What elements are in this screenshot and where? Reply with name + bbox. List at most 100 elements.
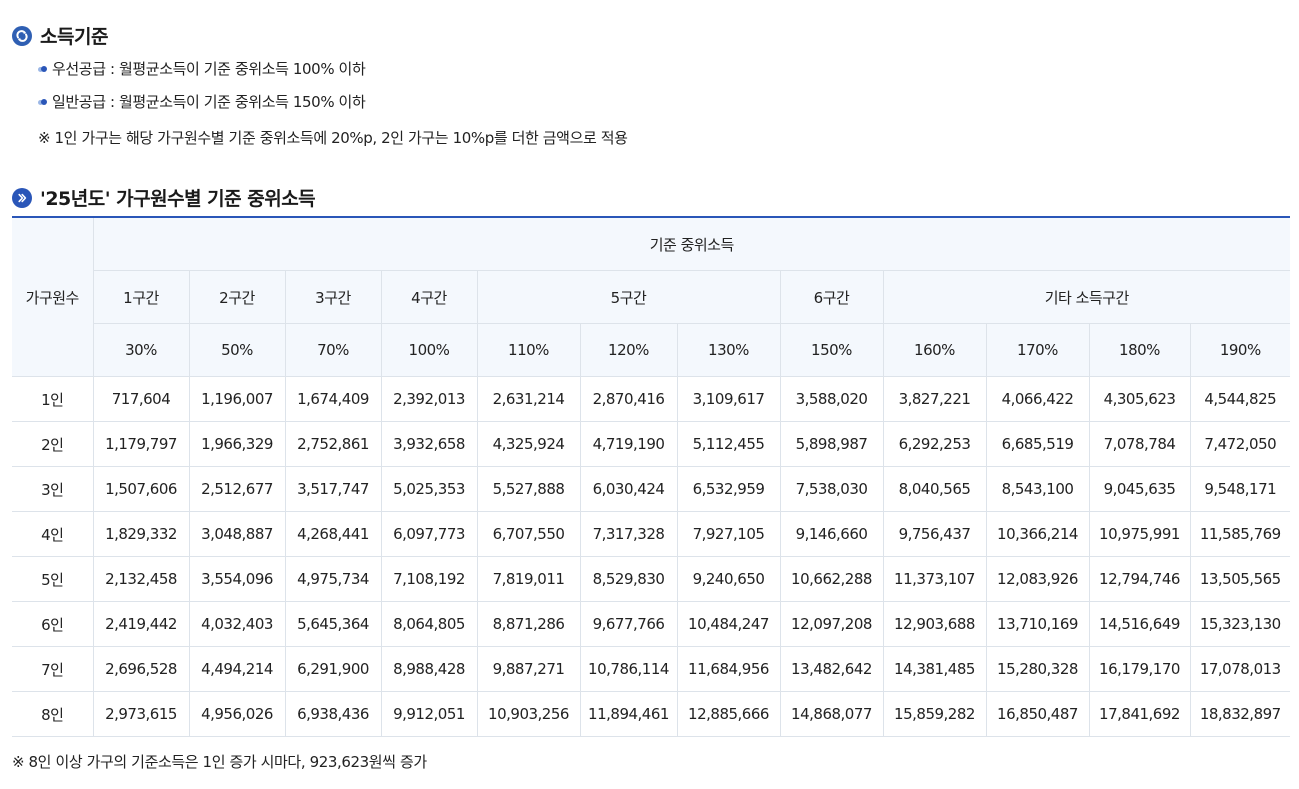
income-value-cell: 7,108,192 <box>380 556 478 602</box>
band-header: 2구간 <box>188 270 286 324</box>
income-value-cell: 3,588,020 <box>779 376 884 422</box>
general-supply-item: 일반공급 : 월평균소득이 기준 중위소득 150% 이하 <box>38 91 366 112</box>
income-value-cell: 4,975,734 <box>284 556 382 602</box>
income-criteria-title: 소득기준 <box>40 26 108 48</box>
household-size-cell: 5인 <box>12 556 94 602</box>
household-size-header: 가구원수 <box>12 217 94 377</box>
income-value-cell: 16,179,170 <box>1088 646 1191 692</box>
priority-supply-item: 우선공급 : 월평균소득이 기준 중위소득 100% 이하 <box>38 58 366 79</box>
income-value-cell: 12,097,208 <box>779 601 884 647</box>
income-value-cell: 6,097,773 <box>380 511 478 557</box>
income-value-cell: 8,040,565 <box>882 466 987 512</box>
income-value-cell: 14,516,649 <box>1088 601 1191 647</box>
income-value-cell: 3,554,096 <box>188 556 286 602</box>
income-value-cell: 717,604 <box>92 376 190 422</box>
income-value-cell: 10,662,288 <box>779 556 884 602</box>
refresh-circle-icon <box>12 25 32 46</box>
income-value-cell: 6,532,959 <box>676 466 781 512</box>
income-value-cell: 4,719,190 <box>579 421 678 467</box>
income-value-cell: 9,045,635 <box>1088 466 1191 512</box>
bullet-dot-icon <box>38 98 47 105</box>
income-value-cell: 1,966,329 <box>188 421 286 467</box>
income-value-cell: 12,794,746 <box>1088 556 1191 602</box>
income-value-cell: 12,885,666 <box>676 691 781 737</box>
general-supply-text: 일반공급 : 월평균소득이 기준 중위소득 150% 이하 <box>52 93 366 111</box>
percent-header: 100% <box>380 323 478 377</box>
band-header: 5구간 <box>476 270 781 324</box>
income-value-cell: 7,819,011 <box>476 556 581 602</box>
band-header: 1구간 <box>93 270 190 324</box>
income-value-cell: 2,752,861 <box>284 421 382 467</box>
income-value-cell: 5,527,888 <box>476 466 581 512</box>
income-value-cell: 2,512,677 <box>188 466 286 512</box>
income-value-cell: 14,868,077 <box>779 691 884 737</box>
income-value-cell: 10,975,991 <box>1088 511 1191 557</box>
income-value-cell: 8,543,100 <box>985 466 1090 512</box>
income-value-cell: 2,696,528 <box>92 646 190 692</box>
income-value-cell: 4,066,422 <box>985 376 1090 422</box>
median-income-group-header: 기준 중위소득 <box>92 217 1291 271</box>
household-adjustment-note: ※ 1인 가구는 해당 가구원수별 기준 중위소득에 20%p, 2인 가구는 … <box>38 129 628 147</box>
income-value-cell: 15,280,328 <box>985 646 1090 692</box>
income-value-cell: 11,684,956 <box>676 646 781 692</box>
income-value-cell: 1,179,797 <box>92 421 190 467</box>
income-value-cell: 4,325,924 <box>476 421 581 467</box>
band-header: 기타 소득구간 <box>882 270 1291 324</box>
income-value-cell: 17,078,013 <box>1189 646 1291 692</box>
percent-header: 170% <box>985 323 1090 377</box>
band-header: 4구간 <box>380 270 478 324</box>
income-value-cell: 6,292,253 <box>882 421 987 467</box>
income-value-cell: 7,538,030 <box>779 466 884 512</box>
income-value-cell: 4,032,403 <box>188 601 286 647</box>
income-value-cell: 9,756,437 <box>882 511 987 557</box>
median-income-heading: '25년도' 가구원수별 기준 중위소득 <box>12 184 316 211</box>
income-value-cell: 2,419,442 <box>92 601 190 647</box>
income-value-cell: 8,064,805 <box>380 601 478 647</box>
household-size-cell: 2인 <box>12 421 94 467</box>
table-row: 2인 1,179,797 1,966,329 2,752,861 3,932,658 4,… <box>12 421 1291 467</box>
percent-header: 30% <box>93 323 190 377</box>
income-value-cell: 6,938,436 <box>284 691 382 737</box>
table-header-row-percents: 30% 50% 70% 100% 110% 120% 130% 150% 160% 170% 180… <box>12 323 1291 377</box>
income-value-cell: 9,912,051 <box>380 691 478 737</box>
priority-supply-text: 우선공급 : 월평균소득이 기준 중위소득 100% 이하 <box>52 60 366 78</box>
income-value-cell: 6,291,900 <box>284 646 382 692</box>
income-value-cell: 1,196,007 <box>188 376 286 422</box>
income-value-cell: 9,677,766 <box>579 601 678 647</box>
income-value-cell: 4,268,441 <box>284 511 382 557</box>
percent-header: 120% <box>579 323 678 377</box>
income-value-cell: 4,305,623 <box>1088 376 1191 422</box>
income-value-cell: 12,083,926 <box>985 556 1090 602</box>
percent-header: 160% <box>882 323 987 377</box>
band-header: 3구간 <box>284 270 382 324</box>
income-value-cell: 9,548,171 <box>1189 466 1291 512</box>
percent-header: 130% <box>676 323 781 377</box>
income-value-cell: 8,529,830 <box>579 556 678 602</box>
income-value-cell: 4,956,026 <box>188 691 286 737</box>
household-size-cell: 1인 <box>12 376 94 422</box>
percent-header: 110% <box>476 323 581 377</box>
income-value-cell: 5,025,353 <box>380 466 478 512</box>
income-value-cell: 11,894,461 <box>579 691 678 737</box>
table-row: 6인 2,419,442 4,032,403 5,645,364 8,064,805 8,… <box>12 601 1291 647</box>
household-size-cell: 8인 <box>12 691 94 737</box>
income-value-cell: 6,030,424 <box>579 466 678 512</box>
percent-header: 50% <box>188 323 286 377</box>
table-body: 1인 717,604 1,196,007 1,674,409 2,392,013 2,63… <box>12 376 1291 737</box>
table-header-row-group: 가구원수 기준 중위소득 <box>12 217 1291 377</box>
income-criteria-heading: 소득기준 <box>12 22 108 49</box>
income-value-cell: 11,373,107 <box>882 556 987 602</box>
income-value-cell: 10,484,247 <box>676 601 781 647</box>
table-row: 8인 2,973,615 4,956,026 6,938,436 9,912,051 10… <box>12 691 1291 737</box>
income-value-cell: 1,674,409 <box>284 376 382 422</box>
income-value-cell: 10,786,114 <box>579 646 678 692</box>
income-value-cell: 13,505,565 <box>1189 556 1291 602</box>
income-value-cell: 9,887,271 <box>476 646 581 692</box>
income-value-cell: 4,494,214 <box>188 646 286 692</box>
band-header: 6구간 <box>779 270 884 324</box>
table-row: 3인 1,507,606 2,512,677 3,517,747 5,025,353 5,… <box>12 466 1291 512</box>
income-value-cell: 2,631,214 <box>476 376 581 422</box>
bullet-dot-icon <box>38 65 47 72</box>
income-value-cell: 3,932,658 <box>380 421 478 467</box>
income-value-cell: 16,850,487 <box>985 691 1090 737</box>
